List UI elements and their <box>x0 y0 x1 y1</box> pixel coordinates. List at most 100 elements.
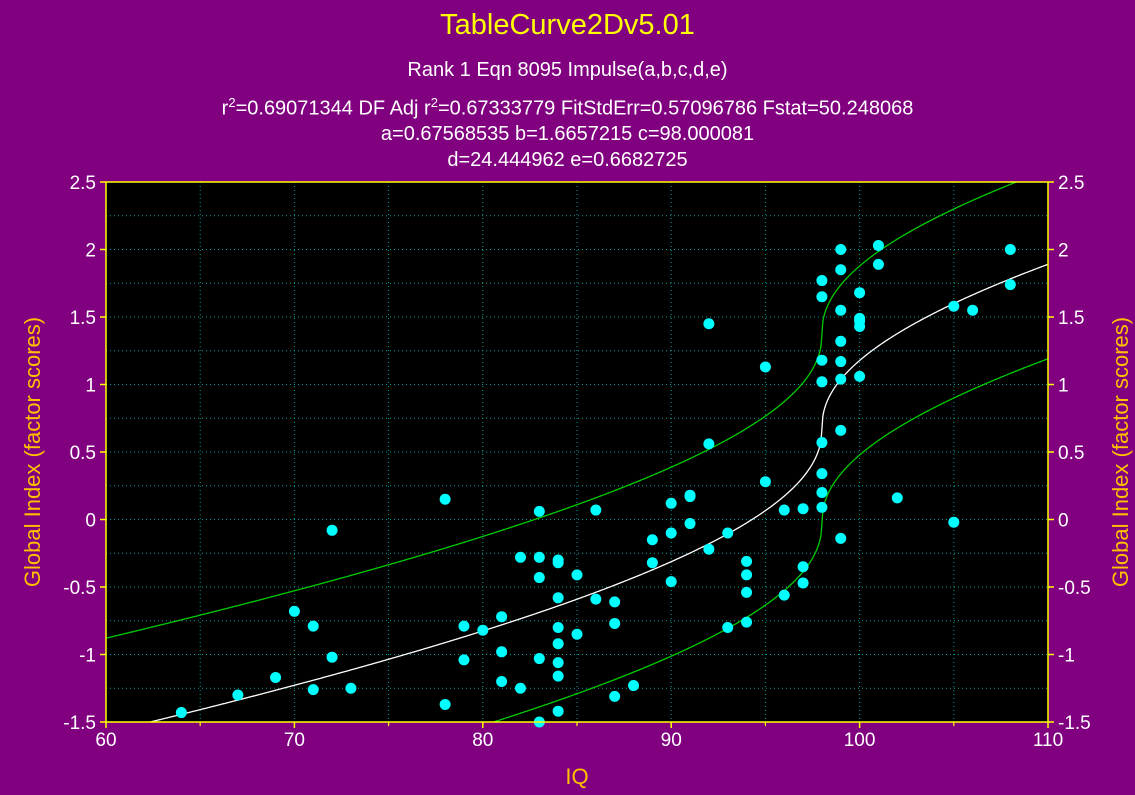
x-tick-label: 70 <box>284 730 305 751</box>
data-point <box>665 527 677 539</box>
y-tick-label-right: -1.5 <box>1058 713 1091 734</box>
x-tick-label: 80 <box>472 730 493 751</box>
data-point <box>835 373 847 385</box>
data-point <box>1004 244 1016 255</box>
data-point <box>703 318 715 330</box>
data-point <box>741 586 753 598</box>
data-point <box>552 592 564 604</box>
data-point <box>778 504 790 516</box>
data-point <box>477 624 489 636</box>
fit-curve <box>147 263 1048 722</box>
data-point <box>458 654 470 666</box>
data-point <box>571 569 583 581</box>
y-tick-label-left: -0.5 <box>63 578 96 599</box>
data-point <box>552 638 564 650</box>
data-point <box>759 361 771 373</box>
y-tick-label-left: -1 <box>79 646 96 667</box>
data-point <box>759 476 771 488</box>
data-point <box>854 287 866 299</box>
data-point <box>835 532 847 544</box>
data-point <box>872 258 884 270</box>
params-line-1: a=0.67568535 b=1.6657215 c=98.000081 <box>380 123 755 145</box>
rank-line: Rank 1 Eqn 8095 Impulse(a,b,c,d,e) <box>407 59 728 81</box>
y-tick-label-right: -1 <box>1058 646 1075 667</box>
data-point <box>552 557 564 569</box>
data-point <box>270 671 282 683</box>
lower-band <box>491 358 1048 722</box>
data-point <box>552 670 564 682</box>
data-point <box>552 622 564 633</box>
y-tick-label-left: 2.5 <box>70 173 96 194</box>
data-point <box>967 304 979 316</box>
data-point <box>609 596 621 608</box>
stats-line: r2=0.69071344 DF Adj r2=0.67333779 FitSt… <box>221 95 914 120</box>
y-tick-label-right: 1.5 <box>1058 308 1084 329</box>
confidence-bands <box>106 182 1048 722</box>
data-point <box>439 698 451 710</box>
y-tick-label-left: 0 <box>85 511 96 532</box>
data-point <box>646 557 658 569</box>
data-points <box>175 239 1016 728</box>
data-point <box>571 628 583 640</box>
data-point <box>722 622 734 633</box>
y-tick-label-right: -0.5 <box>1058 578 1091 599</box>
data-point <box>816 487 828 498</box>
data-point <box>458 620 470 632</box>
x-tick-label: 90 <box>661 730 682 751</box>
x-tick-label: 60 <box>95 730 116 751</box>
data-point <box>590 504 602 516</box>
data-point <box>835 424 847 436</box>
y-axis-title-right: Global Index (factor scores) <box>1108 317 1133 587</box>
y-axis-title-left: Global Index (factor scores) <box>20 317 45 587</box>
data-point <box>816 468 828 480</box>
data-point <box>778 589 790 601</box>
data-point <box>741 616 753 628</box>
data-point <box>948 516 960 528</box>
x-axis-title: IQ <box>565 764 588 789</box>
axis-ticks: 60 70 80 90 100 110-1.5 -1.5-1 -1-0.5 -0.50 00.5 0… <box>63 173 1091 751</box>
data-point <box>609 690 621 702</box>
app-title: TableCurve2Dv5.01 <box>440 9 695 41</box>
data-point <box>175 707 187 719</box>
data-point <box>816 354 828 366</box>
data-point <box>307 620 319 632</box>
data-point <box>590 593 602 605</box>
data-point <box>741 555 753 567</box>
data-point <box>514 682 526 694</box>
data-point <box>797 503 809 515</box>
y-tick-label-left: -1.5 <box>63 713 96 734</box>
data-point <box>854 370 866 382</box>
data-point <box>628 680 640 692</box>
data-point <box>816 275 828 287</box>
data-point <box>835 335 847 347</box>
data-point <box>891 492 903 504</box>
stats-r2-text: =0.69071344 DF Adj r <box>235 97 431 120</box>
params-line-2: d=24.444962 e=0.6682725 <box>447 149 688 171</box>
data-point <box>609 617 621 629</box>
data-point <box>533 653 545 665</box>
data-point <box>665 497 677 509</box>
y-tick-label-right: 0 <box>1058 511 1069 532</box>
data-point <box>835 304 847 316</box>
data-point <box>552 705 564 717</box>
data-point <box>439 493 451 505</box>
data-point <box>533 551 545 563</box>
fit-line <box>147 263 1048 722</box>
data-point <box>684 518 696 530</box>
data-point <box>533 505 545 517</box>
data-point <box>797 561 809 573</box>
data-point <box>552 657 564 669</box>
data-point <box>345 682 357 694</box>
data-point <box>665 576 677 588</box>
y-tick-label-right: 2.5 <box>1058 173 1084 194</box>
data-point <box>288 605 300 617</box>
data-point <box>816 376 828 388</box>
data-point <box>1004 279 1016 291</box>
x-tick-label: 110 <box>1033 730 1063 751</box>
data-point <box>703 438 715 450</box>
grid-lines <box>106 182 1048 722</box>
y-tick-label-left: 2 <box>85 241 96 262</box>
y-tick-label-left: 1 <box>85 376 96 397</box>
data-point <box>948 300 960 312</box>
